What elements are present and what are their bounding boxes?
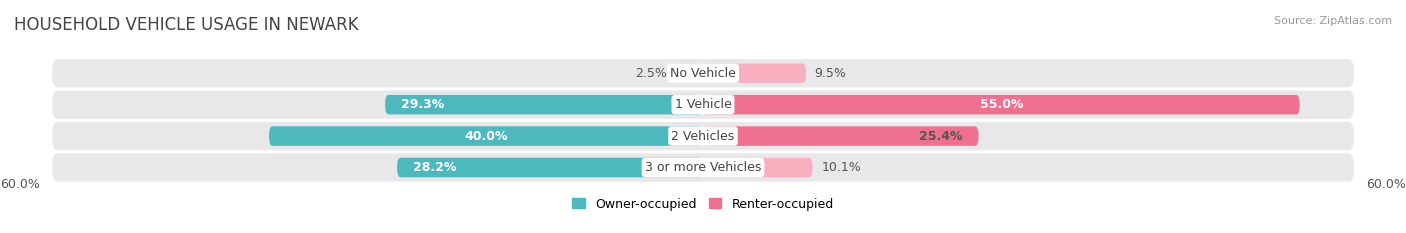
FancyBboxPatch shape <box>703 64 806 83</box>
FancyBboxPatch shape <box>52 91 1354 119</box>
FancyBboxPatch shape <box>676 64 703 83</box>
FancyBboxPatch shape <box>703 95 1299 114</box>
Text: 28.2%: 28.2% <box>413 161 457 174</box>
Text: 60.0%: 60.0% <box>1367 178 1406 191</box>
FancyBboxPatch shape <box>703 158 813 177</box>
Text: 60.0%: 60.0% <box>0 178 39 191</box>
Text: 25.4%: 25.4% <box>918 130 962 143</box>
FancyBboxPatch shape <box>269 126 703 146</box>
FancyBboxPatch shape <box>52 122 1354 150</box>
Text: Source: ZipAtlas.com: Source: ZipAtlas.com <box>1274 16 1392 26</box>
Text: 2.5%: 2.5% <box>636 67 668 80</box>
Text: 3 or more Vehicles: 3 or more Vehicles <box>645 161 761 174</box>
Text: 40.0%: 40.0% <box>464 130 508 143</box>
FancyBboxPatch shape <box>52 59 1354 87</box>
Text: 55.0%: 55.0% <box>980 98 1024 111</box>
Legend: Owner-occupied, Renter-occupied: Owner-occupied, Renter-occupied <box>568 192 838 216</box>
Text: 2 Vehicles: 2 Vehicles <box>672 130 734 143</box>
Text: HOUSEHOLD VEHICLE USAGE IN NEWARK: HOUSEHOLD VEHICLE USAGE IN NEWARK <box>14 16 359 34</box>
Text: 29.3%: 29.3% <box>401 98 444 111</box>
FancyBboxPatch shape <box>396 158 703 177</box>
Text: 1 Vehicle: 1 Vehicle <box>675 98 731 111</box>
Text: 9.5%: 9.5% <box>814 67 846 80</box>
Text: No Vehicle: No Vehicle <box>671 67 735 80</box>
Text: 10.1%: 10.1% <box>821 161 860 174</box>
FancyBboxPatch shape <box>385 95 703 114</box>
FancyBboxPatch shape <box>703 126 979 146</box>
FancyBboxPatch shape <box>52 153 1354 182</box>
